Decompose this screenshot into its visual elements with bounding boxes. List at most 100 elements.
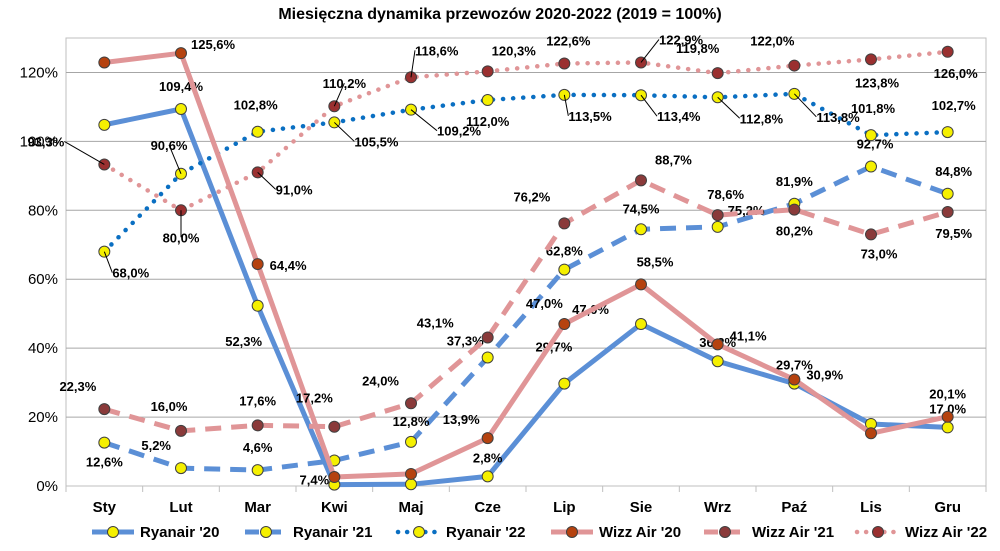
data-point <box>941 187 954 200</box>
data-point <box>865 53 877 66</box>
data-label: 43,1% <box>417 315 454 330</box>
data-label: 110,2% <box>323 76 367 91</box>
data-point <box>865 228 877 241</box>
data-label: 29,7% <box>776 358 813 373</box>
leader-line <box>793 93 817 118</box>
data-point <box>481 470 494 483</box>
data-label: 112,0% <box>466 114 510 129</box>
data-point <box>481 94 494 107</box>
y-tick-label: 60% <box>28 271 58 288</box>
data-label: 122,0% <box>750 34 795 49</box>
data-label: 79,5% <box>935 226 972 241</box>
data-label: 125,6% <box>191 37 236 52</box>
data-label: 122,9% <box>659 32 704 47</box>
data-label: 64,4% <box>270 258 307 273</box>
x-tick-label: Wrz <box>704 499 731 516</box>
legend-label: Wizz Air '21 <box>752 524 834 541</box>
data-point <box>865 129 877 142</box>
data-point <box>251 464 264 477</box>
data-label: 119,8% <box>676 41 720 56</box>
data-label: 102,8% <box>234 98 279 113</box>
data-label: 109,2% <box>437 124 482 139</box>
leader-line <box>168 144 182 174</box>
data-point <box>558 57 571 70</box>
leader-line <box>333 83 345 107</box>
legend-marker <box>566 526 578 538</box>
series-ryanair-22: 68,0% 90,6% 102,8% 105,5% 109,2%112,0% 113,5%… <box>98 87 976 281</box>
data-label: 68,0% <box>112 266 149 281</box>
legend-label: Wizz Air '20 <box>599 524 681 541</box>
data-point <box>711 338 724 351</box>
data-point <box>98 403 111 416</box>
data-point <box>711 355 724 368</box>
data-point <box>635 174 647 187</box>
data-point <box>175 462 187 475</box>
leader-line <box>563 94 569 116</box>
data-point <box>251 299 264 312</box>
data-label: 2,8% <box>473 450 503 465</box>
leader-line <box>640 94 658 117</box>
data-label: 16,0% <box>151 399 188 414</box>
data-label: 126,0% <box>934 66 979 81</box>
x-tick-label: Sty <box>93 499 117 516</box>
leader-line <box>103 251 113 273</box>
data-label: 22,3% <box>59 379 96 394</box>
data-label: 30,9% <box>806 368 843 383</box>
data-point <box>328 420 341 433</box>
data-point <box>251 125 264 138</box>
y-tick-label: 80% <box>28 202 58 219</box>
x-tick-label: Lip <box>553 499 576 516</box>
data-point <box>941 410 954 423</box>
data-point <box>558 318 571 331</box>
data-point <box>481 432 494 445</box>
series-line <box>102 91 950 254</box>
data-point <box>558 377 571 390</box>
leader-line <box>333 122 355 142</box>
data-label: 84,8% <box>935 164 972 179</box>
data-label: 24,0% <box>362 373 399 388</box>
data-label: 37,3% <box>447 333 484 348</box>
data-point <box>481 351 494 364</box>
series-wizz-air-21: 22,3% 16,0% 17,6% 17,2% 24,0% 43,1% 76,2% 88,7%… <box>59 152 973 437</box>
data-label: 123,8% <box>855 75 900 90</box>
data-label: 7,4% <box>300 472 330 487</box>
data-label: 93,3% <box>27 134 64 149</box>
data-point <box>711 220 724 233</box>
y-tick-label: 40% <box>28 340 58 357</box>
data-point <box>635 278 647 291</box>
series-line <box>103 50 949 480</box>
data-label: 74,5% <box>623 201 660 216</box>
data-point <box>788 59 801 72</box>
data-label: 88,7% <box>655 152 692 167</box>
x-tick-label: Lis <box>860 499 882 516</box>
data-point <box>405 467 417 480</box>
x-tick-label: Mar <box>244 499 271 516</box>
x-tick-label: Sie <box>630 499 653 516</box>
data-label: 13,9% <box>443 412 480 427</box>
data-label: 113,5% <box>568 109 612 124</box>
series-wizz-air-22: 93,3% 80,0% 91,0% 110,2% 118,6% 120,3% 122,6% 1… <box>27 32 978 245</box>
data-label: 47,0% <box>526 296 563 311</box>
data-label: 17,2% <box>296 391 333 406</box>
data-point <box>98 436 111 449</box>
legend-marker <box>872 526 884 538</box>
data-point <box>251 258 264 271</box>
legend-label: Ryanair '22 <box>446 524 525 541</box>
data-label: 5,2% <box>141 438 171 453</box>
data-label: 118,6% <box>415 43 459 58</box>
data-point <box>481 65 494 78</box>
data-label: 76,2% <box>513 189 550 204</box>
data-point <box>941 206 954 219</box>
data-point <box>711 67 724 80</box>
x-tick-label: Lut <box>169 499 192 516</box>
y-tick-label: 0% <box>36 478 58 495</box>
data-label: 112,8% <box>740 111 784 126</box>
data-label: 58,5% <box>637 254 674 269</box>
data-label: 90,6% <box>151 138 188 153</box>
leader-line <box>717 96 741 119</box>
data-point <box>405 478 417 491</box>
data-label: 122,6% <box>546 34 591 49</box>
data-label: 113,8% <box>816 110 860 125</box>
